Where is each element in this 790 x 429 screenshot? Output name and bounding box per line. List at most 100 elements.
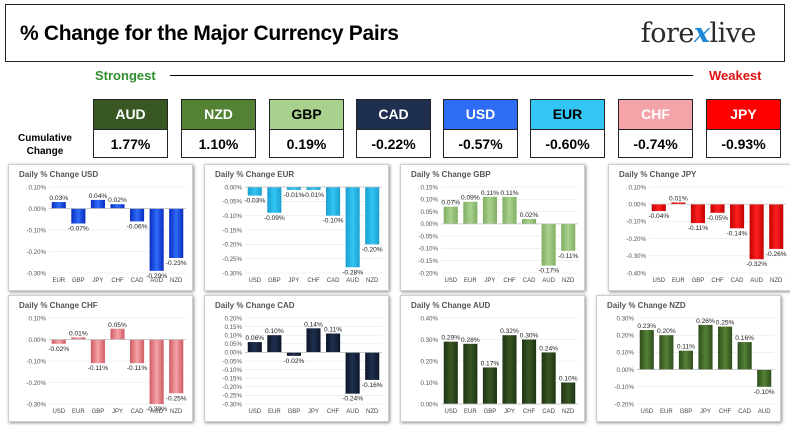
x-tick-label: CHF [503,278,516,284]
y-tick-label: -0.20% [222,242,242,249]
data-label: -0.01% [303,192,324,199]
x-tick-label: CHF [711,278,724,284]
y-tick-label: -0.10% [626,219,646,226]
data-label: -0.26% [766,251,787,258]
currency-box-aud: AUD 1.77% [93,99,168,158]
currency-cumulative-value: 1.77% [94,129,167,157]
data-label: -0.01% [283,192,304,199]
bar-chart: 0.20%0.15%0.10%0.05%0.00%-0.05%-0.10%-0.… [222,315,382,415]
y-tick-label: 0.00% [224,184,242,191]
x-tick-label: USD [52,409,65,415]
bar-usd [651,204,666,212]
bar-aud [345,187,360,268]
x-tick-label: AUD [150,278,163,284]
y-tick-label: 0.20% [616,333,634,340]
data-label: -0.06% [127,223,148,230]
data-label: 0.10% [265,328,284,335]
x-tick-label: CAD [731,278,744,284]
y-tick-label: -0.15% [418,258,438,265]
data-label: 0.30% [520,333,539,340]
data-label: -0.04% [648,213,669,220]
x-tick-label: EUR [52,278,65,284]
y-tick-label: -0.40% [626,270,646,277]
y-tick-label: -0.30% [26,401,46,408]
bar-jpy [306,328,321,353]
x-tick-label: CAD [542,409,555,415]
y-tick-label: 0.10% [616,350,634,357]
y-tick-label: -0.15% [222,376,242,383]
y-tick-label: -0.10% [614,384,634,391]
bar-nzd [169,208,184,258]
chart-title: Daily % Change JPY [619,170,697,179]
chart-title: Daily % Change EUR [215,170,295,179]
bar-usd [247,187,262,196]
x-tick-label: EUR [464,409,477,415]
currency-box-chf: CHF -0.74% [618,99,693,158]
bar-nzd [769,204,784,249]
x-tick-label: CHF [327,409,340,415]
bar-eur [463,201,478,224]
y-tick-label: -0.10% [26,358,46,365]
currency-cumulative-value: -0.22% [357,129,430,157]
currency-code: CAD [357,100,430,129]
y-tick-label: 0.10% [28,184,46,191]
chart-title: Daily % Change CHF [19,301,98,310]
data-label: 0.09% [461,195,480,202]
y-tick-label: -0.20% [26,249,46,256]
data-label: -0.03% [244,198,265,205]
bar-chart: 0.15% 0.10% 0.05% 0.00% -0.05% -0.10% -0.15% -0… [418,184,578,284]
bar-gbp [71,208,86,224]
data-label: 0.02% [520,212,539,219]
x-tick-label: EUR [464,278,477,284]
y-tick-label: 0.00% [28,337,46,344]
bar-cad [522,218,537,224]
bar-chf [110,204,125,209]
x-tick-label: AUD [346,409,359,415]
bar-chf [306,187,321,190]
bar-gbp [267,187,282,213]
data-label: 0.14% [304,321,323,328]
bar-chart: 0.30% 0.20% 0.10% 0.00% -0.10% -0.20% 0.23% USD… [614,315,775,415]
x-tick-label: GBP [268,278,281,284]
x-tick-label: JPY [504,409,515,415]
y-tick-label: -0.20% [626,236,646,243]
x-tick-label: EUR [672,278,685,284]
bar-chart: 0.00% -0.05% -0.10% -0.15% -0.20% -0.25% -0.30… [222,184,382,284]
data-label: -0.30% [146,406,167,413]
bar-nzd [365,352,380,380]
data-label: 0.23% [637,323,656,330]
data-label: 0.11% [324,326,342,333]
bar-chart: 0.10% 0.00% -0.10% -0.20% -0.30% -0.40% -0.04%… [626,184,787,284]
data-label: -0.02% [48,346,69,353]
x-tick-label: JPY [92,278,103,284]
chart-title: Daily % Change USD [19,170,99,179]
bar-nzd [169,339,184,394]
x-tick-label: CAD [131,278,144,284]
y-tick-label: 0.05% [420,209,438,216]
bar-cad [130,208,145,222]
bar-gbp [482,367,497,404]
data-label: -0.10% [754,389,775,396]
x-tick-label: GBP [72,278,85,284]
currency-cumulative-value: -0.74% [619,129,692,157]
y-tick-label: -0.20% [418,270,438,277]
cumulative-change-label: Cumulative Change [18,133,72,157]
x-tick-label: CAD [523,278,536,284]
bar-aud [149,208,164,271]
data-label: -0.10% [323,218,344,225]
x-tick-label: EUR [268,409,281,415]
bar-jpy [90,199,105,209]
x-tick-label: NZD [366,409,379,415]
x-tick-label: NZD [366,278,379,284]
bar-jpy [286,187,301,190]
bar-aud [757,369,772,387]
y-tick-label: 0.20% [420,358,438,365]
bar-cad [737,342,752,370]
data-label: 0.28% [461,337,480,344]
y-tick-label: -0.10% [222,367,242,374]
bar-aud [149,339,164,404]
chart-panel-chf: Daily % Change CHF 0.10% 0.00% -0.10% -0.20%… [8,295,193,422]
bar-chf [718,326,733,370]
data-label: -0.11% [688,225,709,232]
x-tick-label: CAD [131,409,144,415]
